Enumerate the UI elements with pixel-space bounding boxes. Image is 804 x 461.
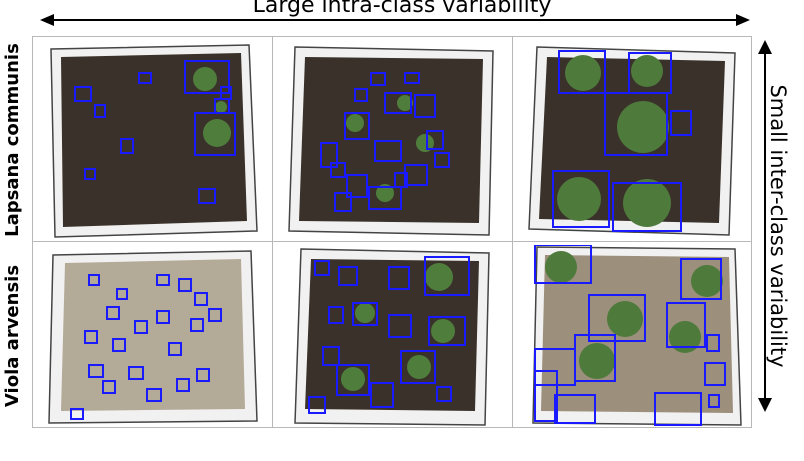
tray-image-viola-3	[531, 245, 747, 427]
tray-image-viola-1	[45, 249, 263, 425]
grid-divider-vertical	[512, 37, 513, 427]
grid-divider-horizontal	[33, 241, 751, 242]
large-intra-class-variability-label: Large intra-class variability	[252, 0, 552, 18]
vertical-double-arrow-icon	[758, 40, 772, 412]
image-grid	[32, 36, 752, 428]
tray-image-viola-2	[289, 247, 501, 427]
grid-divider-vertical	[272, 37, 273, 427]
tray-image-lapsana-2	[285, 43, 503, 239]
row-label-lapsana-communis: Lapsana communis	[2, 43, 23, 237]
tray-image-lapsana-1	[45, 43, 263, 239]
horizontal-double-arrow-icon	[40, 14, 750, 26]
row-label-viola-arvensis: Viola arvensis	[2, 264, 23, 408]
tray-image-lapsana-3	[523, 43, 743, 239]
